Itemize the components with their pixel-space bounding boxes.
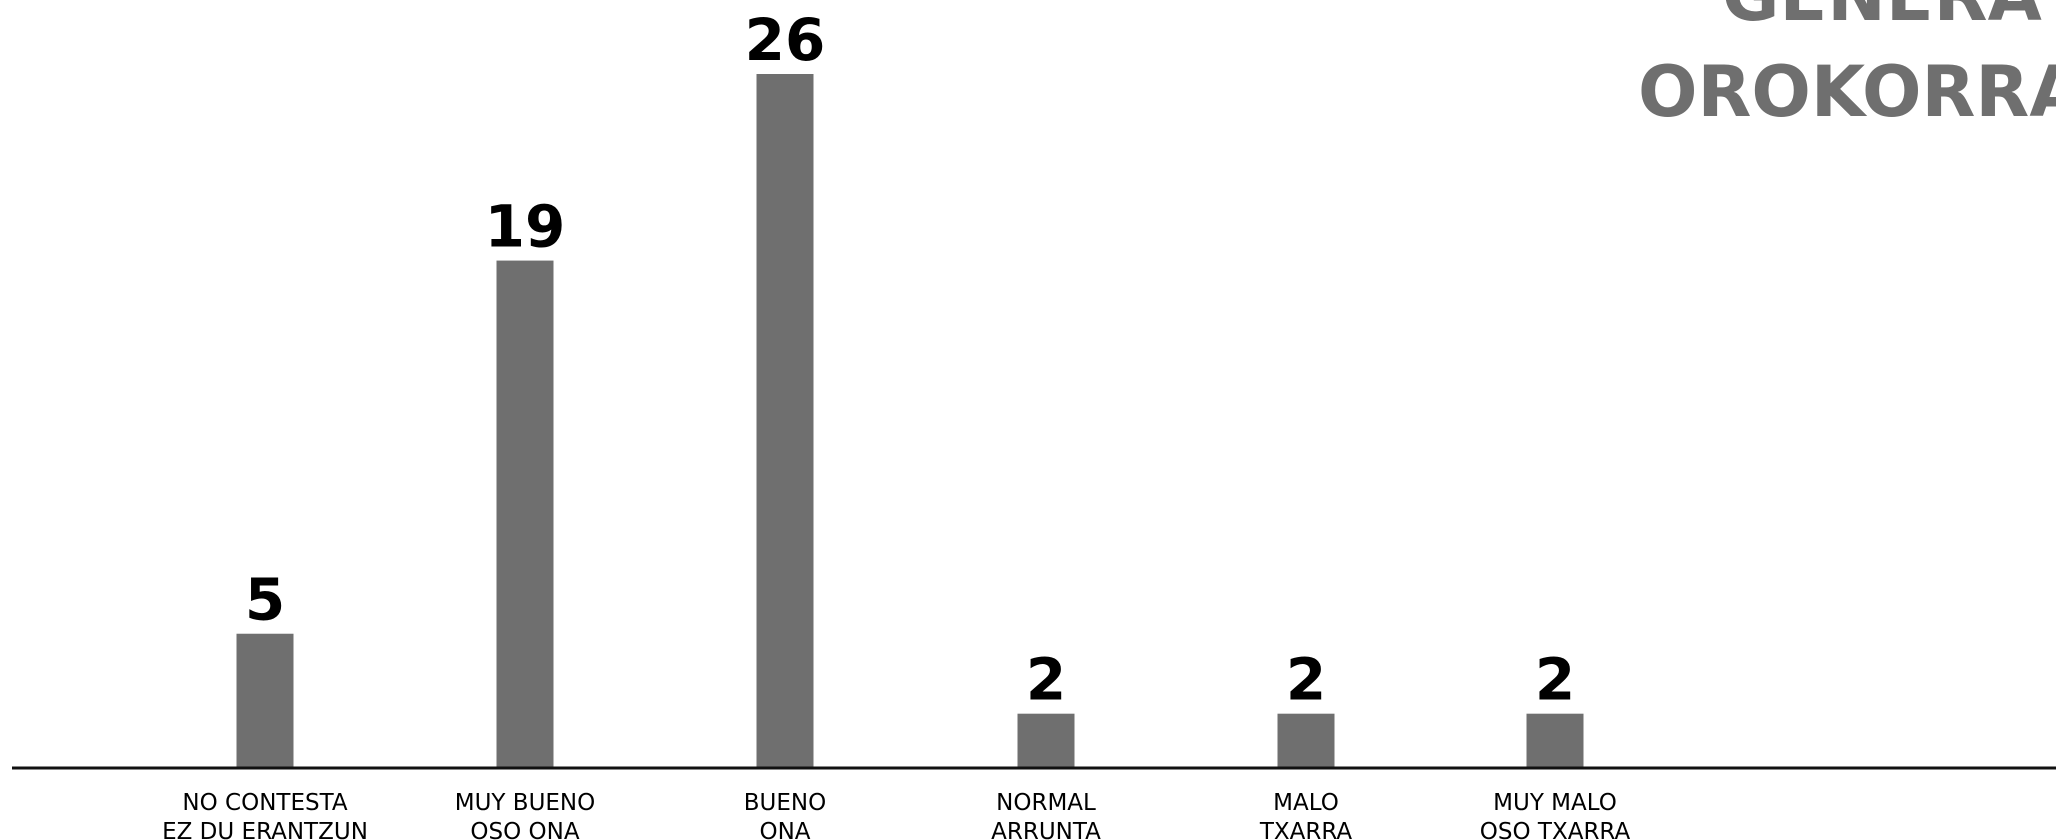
bar-5 (1277, 713, 1335, 767)
category-labels: NO CONTESTA EZ DU ERANTZUN MUY BUENO OSO ON… (162, 790, 1630, 840)
category-label-2-line-2: OSO ONA (470, 819, 579, 840)
value-label-6: 2 (1535, 646, 1575, 714)
category-label-5-line-1: MALO (1273, 790, 1339, 816)
bar-2 (496, 260, 554, 767)
bar-4 (1017, 713, 1075, 767)
category-label-5-line-2: TXARRA (1259, 819, 1353, 840)
category-label-6-line-2: OSO TXARRA (1480, 819, 1631, 840)
category-label-1-line-2: EZ DU ERANTZUN (162, 819, 368, 840)
category-label-3-line-1: BUENO (744, 790, 826, 816)
category-label-4-line-1: NORMAL (996, 790, 1096, 816)
value-label-1: 5 (245, 566, 285, 634)
chart-title-line-2: OROKORRA (1638, 51, 2056, 133)
category-label-6-line-1: MUY MALO (1493, 790, 1617, 816)
value-labels: 5 19 26 2 2 2 (245, 6, 1575, 714)
chart-title-line-1: GENERA (1722, 0, 2042, 37)
category-label-3-line-2: ONA (759, 819, 810, 840)
category-label-4-line-2: ARRUNTA (991, 819, 1101, 840)
category-label-1-line-1: NO CONTESTA (182, 790, 347, 816)
chart-title: GENERA OROKORRA (1638, 0, 2056, 133)
value-label-5: 2 (1286, 646, 1326, 714)
value-label-4: 2 (1026, 646, 1066, 714)
bars (236, 74, 1584, 767)
value-label-3: 26 (745, 6, 826, 74)
category-label-2-line-1: MUY BUENO (455, 790, 596, 816)
bar-3 (756, 74, 814, 767)
value-label-2: 19 (485, 193, 566, 261)
bar-1 (236, 633, 294, 767)
bar-6 (1526, 713, 1584, 767)
